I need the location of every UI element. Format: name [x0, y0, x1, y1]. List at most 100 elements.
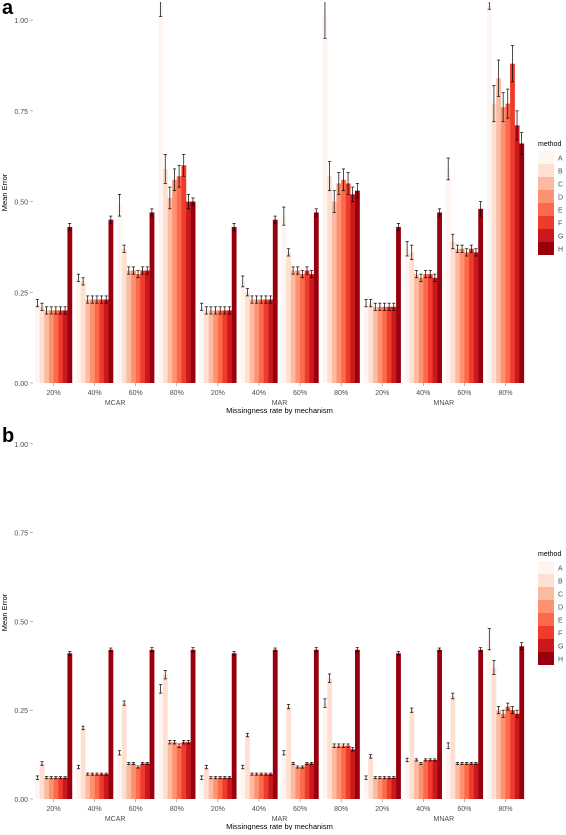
legend-label: C: [558, 592, 563, 599]
bar: [167, 197, 173, 383]
x-tick-label: 20%: [211, 806, 225, 813]
x-tick-label: 40%: [88, 806, 102, 813]
bar: [514, 125, 520, 383]
bar: [121, 703, 127, 799]
bar: [414, 274, 419, 383]
bar: [258, 774, 264, 799]
bar: [103, 299, 109, 383]
bar: [341, 745, 346, 799]
bar: [222, 310, 228, 383]
bar: [140, 763, 146, 799]
legend-swatch: [538, 561, 554, 574]
bar: [404, 759, 410, 799]
bar: [62, 777, 68, 799]
bar: [249, 774, 255, 799]
legend-swatch: [538, 652, 554, 665]
bar: [478, 208, 484, 383]
bar: [327, 176, 333, 383]
bar: [90, 774, 95, 799]
bar: [414, 759, 419, 799]
bar: [391, 777, 397, 799]
x-tick-label: 20%: [375, 806, 389, 813]
bar: [181, 165, 187, 383]
bar: [117, 752, 123, 799]
bar: [423, 274, 429, 383]
bar: [432, 759, 438, 799]
bar: [85, 774, 91, 799]
bar: [140, 270, 146, 383]
x-tick-label: 40%: [416, 806, 430, 813]
x-tick-label: 60%: [457, 806, 471, 813]
x-tick-label: 60%: [129, 390, 143, 397]
bar: [199, 777, 205, 799]
bar: [268, 299, 274, 383]
legend-swatch: [538, 613, 554, 626]
bar: [505, 706, 511, 799]
bar: [240, 281, 246, 383]
legend-swatch: [538, 177, 554, 190]
mechanism-label: MCAR: [105, 400, 126, 407]
bar: [464, 252, 470, 383]
bar: [418, 763, 424, 799]
bar: [190, 201, 196, 383]
bar: [39, 306, 45, 383]
bar: [48, 310, 54, 383]
bar: [190, 649, 196, 799]
bar: [372, 777, 378, 799]
bar: [172, 179, 177, 383]
x-tick-label: 40%: [88, 390, 102, 397]
x-tick-label: 80%: [334, 390, 348, 397]
bar: [227, 310, 232, 383]
bar: [117, 205, 123, 383]
y-tick-label: 0.00: [14, 797, 28, 804]
bar: [519, 646, 525, 799]
bar: [496, 78, 502, 383]
bar: [94, 774, 100, 799]
bar: [450, 695, 456, 799]
bar: [486, 639, 492, 799]
bar: [464, 763, 470, 799]
bar: [322, 703, 328, 799]
bar: [162, 674, 168, 799]
legend-label: F: [558, 221, 562, 228]
bar: [94, 299, 100, 383]
x-tick-label: 80%: [170, 806, 184, 813]
bar: [268, 774, 274, 799]
bar: [90, 299, 95, 383]
bar: [135, 274, 141, 383]
legend-label: B: [558, 169, 563, 176]
y-axis-label: Mean Error: [0, 173, 9, 211]
bar: [158, 688, 164, 799]
legend-label: G: [558, 644, 563, 651]
bar: [313, 649, 319, 799]
bar: [85, 299, 91, 383]
bar: [486, 2, 492, 383]
bar: [245, 292, 250, 383]
x-axis-label: Missingness rate by mechanism: [226, 406, 333, 415]
x-tick-label: 60%: [293, 806, 307, 813]
bar: [473, 252, 479, 383]
bar: [217, 777, 223, 799]
bar: [519, 143, 525, 383]
bar: [44, 777, 50, 799]
bar: [300, 767, 305, 799]
bar: [35, 303, 40, 383]
bar: [99, 774, 105, 799]
x-tick-label: 40%: [416, 390, 430, 397]
bar: [345, 745, 351, 799]
bar: [500, 713, 506, 799]
legend-label: H: [558, 247, 563, 254]
bar: [350, 749, 356, 799]
bar: [62, 310, 68, 383]
bar: [295, 270, 301, 383]
bar: [363, 303, 369, 383]
bar: [222, 777, 228, 799]
bar: [144, 763, 150, 799]
legend-swatch: [538, 164, 554, 177]
legend-label: A: [558, 156, 563, 163]
x-tick-label: 20%: [375, 390, 389, 397]
bar: [459, 763, 465, 799]
bar: [345, 183, 351, 383]
bar: [126, 270, 132, 383]
mechanism-label: MAR: [272, 400, 288, 407]
